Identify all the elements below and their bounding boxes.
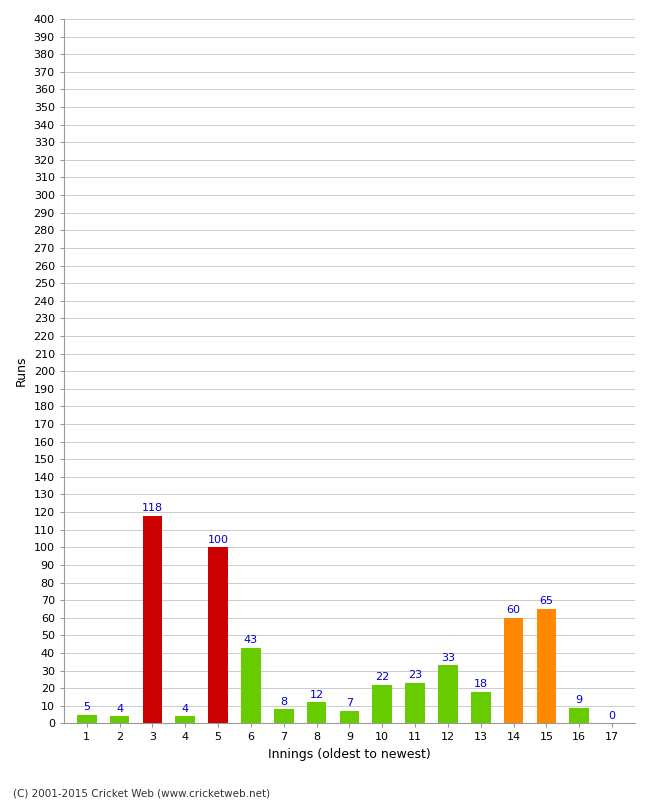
Bar [77,714,97,723]
Text: 4: 4 [182,704,189,714]
Bar [110,716,129,723]
Text: 23: 23 [408,670,422,680]
Text: 43: 43 [244,635,258,645]
Text: 22: 22 [375,672,389,682]
Text: 65: 65 [540,596,553,606]
Text: 12: 12 [309,690,324,700]
Bar [274,710,294,723]
Text: 100: 100 [207,534,229,545]
Text: 0: 0 [608,710,616,721]
Text: 9: 9 [576,695,583,705]
Bar [307,702,326,723]
Text: (C) 2001-2015 Cricket Web (www.cricketweb.net): (C) 2001-2015 Cricket Web (www.cricketwe… [13,788,270,798]
Bar [372,685,392,723]
Text: 4: 4 [116,704,124,714]
Bar [536,609,556,723]
Bar [142,516,162,723]
Bar [471,692,491,723]
Bar [504,618,523,723]
Y-axis label: Runs: Runs [15,356,28,386]
Text: 33: 33 [441,653,455,662]
Bar [405,683,425,723]
Bar [339,711,359,723]
Bar [176,716,195,723]
Bar [438,666,458,723]
X-axis label: Innings (oldest to newest): Innings (oldest to newest) [268,748,431,761]
Text: 60: 60 [506,605,521,615]
Text: 7: 7 [346,698,353,709]
Text: 118: 118 [142,503,163,513]
Bar [241,648,261,723]
Text: 18: 18 [474,679,488,689]
Bar [569,707,589,723]
Text: 8: 8 [280,697,287,706]
Bar [208,547,228,723]
Text: 5: 5 [83,702,90,712]
